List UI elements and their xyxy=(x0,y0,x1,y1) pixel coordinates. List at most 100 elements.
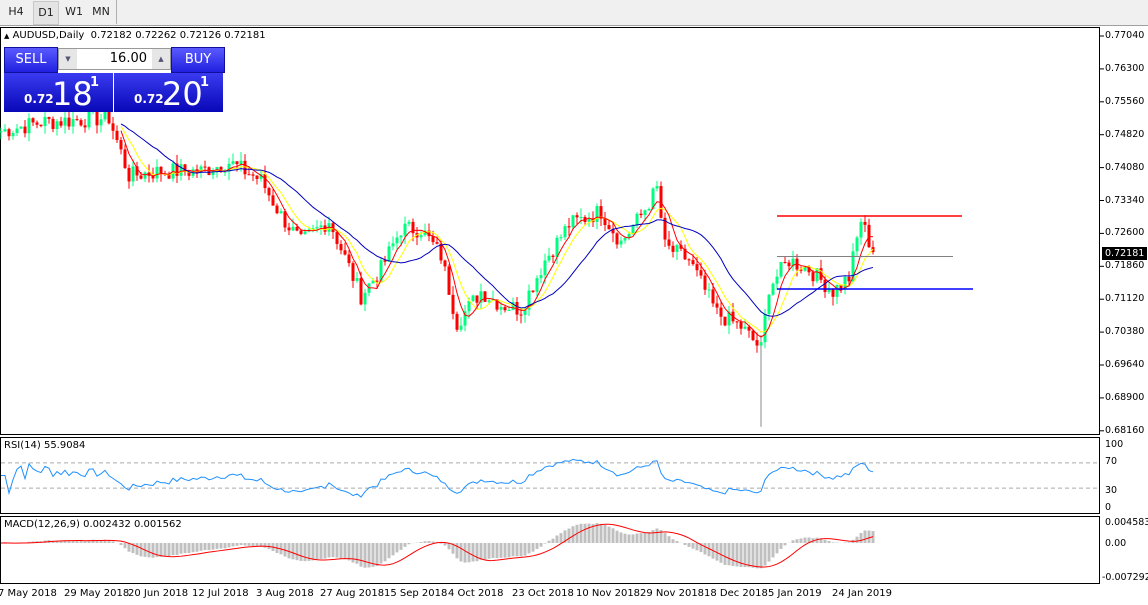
macd-histogram-bar xyxy=(503,543,507,558)
candle xyxy=(395,237,399,244)
date-axis-label: 7 May 2018 xyxy=(0,588,57,599)
sell-button[interactable]: SELL xyxy=(4,47,58,73)
macd-histogram-bar xyxy=(659,530,663,543)
macd-histogram-bar xyxy=(483,543,487,560)
ma-fast-line xyxy=(120,130,874,338)
candle xyxy=(519,314,523,316)
date-axis-label: 3 Aug 2018 xyxy=(256,588,314,599)
candle xyxy=(699,270,703,276)
macd-histogram-bar xyxy=(695,543,699,551)
candle xyxy=(747,326,751,331)
candle xyxy=(347,254,351,264)
date-axis-label: 23 Oct 2018 xyxy=(512,588,574,599)
candle xyxy=(259,174,263,179)
macd-histogram-bar xyxy=(379,543,383,564)
candle xyxy=(683,248,687,260)
candle xyxy=(187,171,191,176)
candle xyxy=(179,164,183,176)
macd-histogram-bar xyxy=(455,543,459,559)
increase-lot-button[interactable]: ▲ xyxy=(152,49,170,69)
price-axis-label: 0.74820 xyxy=(1105,128,1145,140)
candle xyxy=(575,215,579,218)
buy-button[interactable]: BUY xyxy=(171,47,225,73)
candle xyxy=(787,262,791,267)
macd-histogram-bar xyxy=(263,543,267,548)
candle xyxy=(459,325,463,330)
macd-histogram-bar xyxy=(139,543,143,557)
macd-histogram-bar xyxy=(339,543,343,559)
sell-price[interactable]: 0.72 18 1 xyxy=(4,73,113,112)
candle xyxy=(143,172,147,179)
candle xyxy=(43,116,47,127)
macd-histogram-bar xyxy=(247,543,251,546)
candle xyxy=(355,278,359,281)
candle xyxy=(475,295,479,303)
macd-histogram-bar xyxy=(779,543,783,549)
macd-histogram-bar xyxy=(807,537,811,543)
macd-histogram-bar xyxy=(691,543,695,549)
candle xyxy=(399,235,403,238)
candle xyxy=(211,172,215,176)
macd-histogram-bar xyxy=(427,541,431,543)
candle xyxy=(155,166,159,179)
candle xyxy=(15,128,19,134)
macd-histogram-bar xyxy=(495,543,499,559)
macd-histogram-bar xyxy=(751,543,755,568)
candle xyxy=(771,283,775,295)
candle xyxy=(571,215,575,228)
tab-w1[interactable]: W1 xyxy=(65,5,83,18)
candle xyxy=(35,122,39,125)
collapse-icon[interactable]: ▲ xyxy=(4,32,10,40)
macd-histogram-bar xyxy=(63,540,67,543)
candle xyxy=(103,109,107,120)
macd-histogram-bar xyxy=(831,542,835,543)
candle xyxy=(759,342,763,346)
candle xyxy=(47,116,51,119)
candle xyxy=(239,160,243,165)
candle xyxy=(499,307,503,310)
macd-histogram-bar xyxy=(387,543,391,559)
candle xyxy=(407,221,411,224)
lot-stepper[interactable]: ▼ 16.00 ▲ xyxy=(58,48,171,70)
tab-d1[interactable]: D1 xyxy=(33,1,59,25)
candle xyxy=(807,266,811,273)
symbol-label: AUDUSD,Daily xyxy=(12,30,85,41)
macd-histogram-bar xyxy=(91,539,95,543)
macd-histogram-bar xyxy=(667,536,671,543)
date-axis-label: 12 Jul 2018 xyxy=(192,588,249,599)
macd-histogram-bar xyxy=(311,543,315,561)
macd-histogram-bar xyxy=(395,543,399,553)
candle xyxy=(815,268,819,282)
macd-histogram-bar xyxy=(663,533,667,543)
macd-histogram-bar xyxy=(355,543,359,564)
buy-price[interactable]: 0.72 20 1 xyxy=(114,73,223,112)
tab-mn[interactable]: MN xyxy=(92,5,110,18)
date-axis-label: 5 Jan 2019 xyxy=(768,588,822,599)
candle xyxy=(95,110,99,126)
macd-histogram-bar xyxy=(163,543,167,557)
macd-histogram-bar xyxy=(687,543,691,547)
candle xyxy=(695,264,699,271)
candle xyxy=(7,129,11,137)
macd-histogram-bar xyxy=(423,541,427,543)
decrease-lot-button[interactable]: ▼ xyxy=(59,49,77,69)
macd-histogram-bar xyxy=(719,543,723,563)
candle xyxy=(363,292,367,305)
candle xyxy=(427,230,431,237)
price-axis-label: 0.71860 xyxy=(1105,260,1145,272)
candle xyxy=(507,309,511,311)
candle xyxy=(219,166,223,173)
candle xyxy=(59,121,63,126)
rsi-axis-70: 70 xyxy=(1105,456,1118,467)
macd-histogram-bar xyxy=(551,538,555,543)
macd-histogram-bar xyxy=(299,543,303,561)
macd-histogram-bar xyxy=(135,543,139,555)
candle xyxy=(843,276,847,290)
macd-histogram-bar xyxy=(195,543,199,552)
rsi-axis-100: 100 xyxy=(1105,439,1124,450)
macd-histogram-bar xyxy=(627,534,631,543)
tab-h4[interactable]: H4 xyxy=(8,5,24,18)
lot-input[interactable]: 16.00 xyxy=(109,51,147,66)
macd-histogram-bar xyxy=(103,539,107,543)
macd-histogram-bar xyxy=(191,543,195,553)
